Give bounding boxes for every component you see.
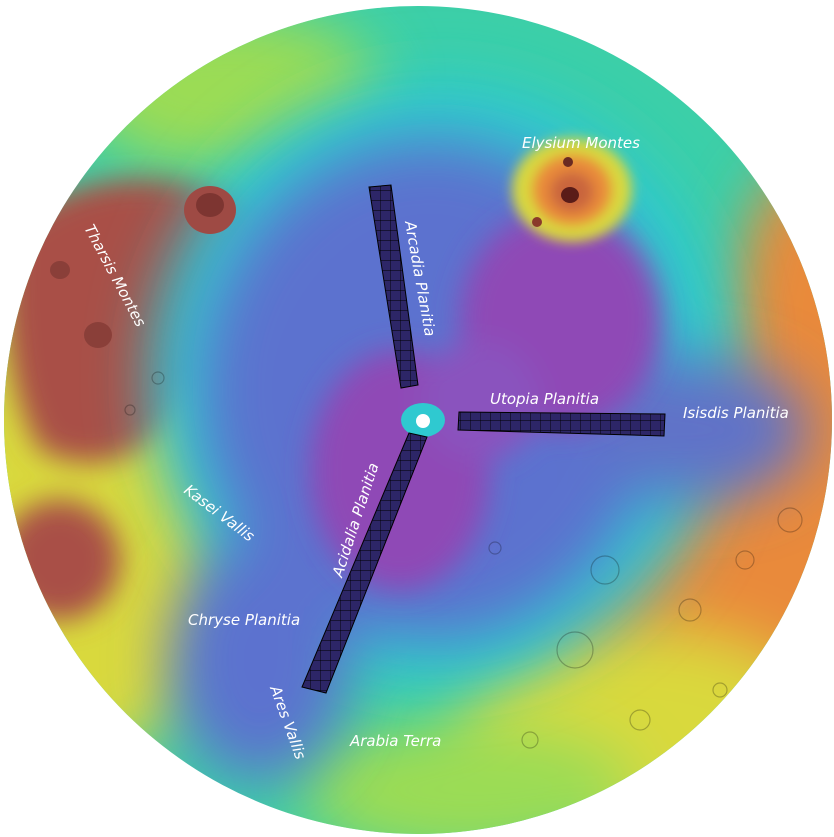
label-chryse-planitia: Chryse Planitia	[188, 611, 300, 629]
label-elysium-montes: Elysium Montes	[522, 134, 640, 152]
label-arabia-terra: Arabia Terra	[349, 732, 441, 750]
swath-acidalia-grid	[301, 432, 428, 694]
label-isisdis-planitia: Isisdis Planitia	[683, 404, 789, 422]
label-utopia-planitia: Utopia Planitia	[490, 390, 599, 408]
swath-arcadia-grid	[368, 184, 419, 389]
north-pole-marker	[417, 415, 429, 427]
swath-utopia-grid	[457, 411, 666, 437]
